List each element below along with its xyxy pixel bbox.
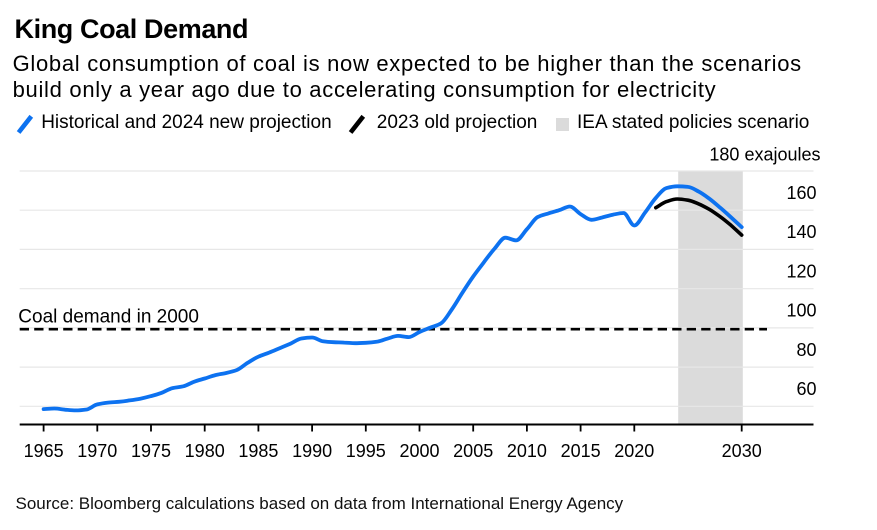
svg-text:2015: 2015 [561, 441, 601, 461]
svg-text:1965: 1965 [24, 441, 64, 461]
svg-text:2010: 2010 [507, 441, 547, 461]
svg-text:140: 140 [786, 222, 816, 242]
svg-text:2005: 2005 [453, 441, 493, 461]
svg-text:180 exajoules: 180 exajoules [709, 144, 820, 164]
svg-text:1970: 1970 [77, 441, 117, 461]
svg-text:2020: 2020 [614, 441, 654, 461]
svg-text:2030: 2030 [722, 441, 762, 461]
svg-text:1975: 1975 [131, 441, 171, 461]
svg-text:1980: 1980 [185, 441, 225, 461]
svg-text:2000: 2000 [399, 441, 439, 461]
svg-text:60: 60 [796, 379, 816, 399]
svg-text:100: 100 [786, 301, 816, 321]
svg-text:1990: 1990 [292, 441, 332, 461]
svg-text:1995: 1995 [346, 441, 386, 461]
svg-text:120: 120 [786, 262, 816, 282]
svg-text:1985: 1985 [238, 441, 278, 461]
svg-text:160: 160 [786, 183, 816, 203]
svg-text:80: 80 [796, 340, 816, 360]
svg-text:Coal demand in 2000: Coal demand in 2000 [18, 307, 199, 328]
